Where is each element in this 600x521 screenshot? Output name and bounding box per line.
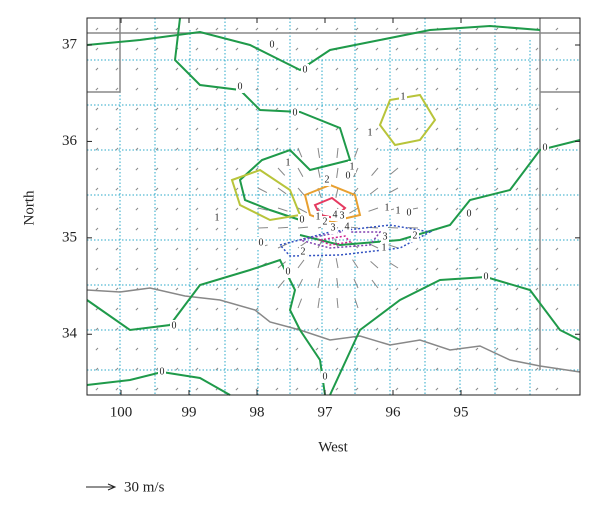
x-axis-title: West: [318, 439, 348, 455]
contour-label: 2: [323, 216, 328, 227]
contour-label: 1: [368, 127, 373, 138]
contour-label: 1: [396, 205, 401, 216]
x-tick-label: 100: [110, 404, 133, 420]
contour-label: 0: [303, 64, 308, 75]
contour-label: 2: [325, 174, 330, 185]
contour-label: 3: [383, 231, 388, 242]
contour-label: 3: [331, 222, 336, 233]
x-tick-label: 97: [318, 404, 334, 420]
x-tick-label: 98: [250, 404, 265, 420]
contour-label: 0: [467, 208, 472, 219]
contour-label: 4: [333, 209, 338, 220]
contour-label: 0: [238, 81, 243, 92]
x-tick-label: 95: [454, 404, 469, 420]
wind-arrow: [368, 227, 378, 228]
contour-label: 1: [385, 202, 390, 213]
contour-label: 1: [316, 211, 321, 222]
contour-label: 1: [286, 157, 291, 168]
contour-label: 0: [543, 142, 548, 153]
contour-label: 0: [286, 266, 291, 277]
y-axis-title: North: [21, 190, 37, 225]
contour-label: 0: [407, 207, 412, 218]
contour-label: 0: [323, 371, 328, 382]
contour-label: 3: [340, 210, 345, 221]
contour-label: 1: [401, 91, 406, 102]
x-tick-label: 96: [386, 404, 402, 420]
contour-label: 0: [346, 170, 351, 181]
y-tick-label: 35: [62, 229, 77, 245]
y-tick-label: 37: [62, 36, 78, 52]
contour-label: 2: [301, 246, 306, 257]
contour-label: 0: [484, 271, 489, 282]
contour-label: 0: [270, 39, 275, 50]
y-tick-label: 36: [62, 133, 78, 149]
contour-label: 0: [293, 107, 298, 118]
contour-label: 2: [413, 230, 418, 241]
contour-label: 0: [259, 237, 264, 248]
y-tick-label: 34: [62, 326, 78, 342]
contour-label: 0: [300, 214, 305, 225]
contour-label: 4: [345, 221, 350, 232]
wind-arrow: [278, 227, 288, 228]
contour-label: 0: [172, 320, 177, 331]
x-tick-label: 99: [182, 404, 197, 420]
scale-label: 30 m/s: [124, 479, 165, 495]
contour-label: 0: [160, 366, 165, 377]
contour-label: 1: [215, 212, 220, 223]
contour-label: 1: [382, 242, 387, 253]
